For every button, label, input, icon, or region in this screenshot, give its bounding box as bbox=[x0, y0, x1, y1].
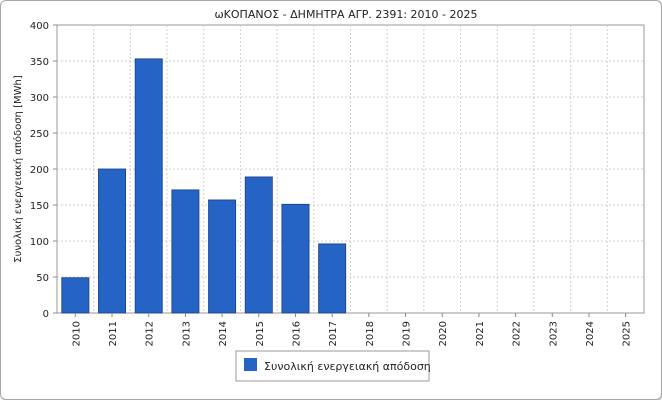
y-tick-label: 200 bbox=[30, 165, 49, 176]
bar-2013 bbox=[171, 189, 200, 314]
y-tick-label: 400 bbox=[30, 21, 49, 32]
bars bbox=[61, 58, 347, 314]
bar-2017 bbox=[318, 243, 347, 314]
x-axis-ticks: 2010 2011 2012 2013 2014 2015 2016 2017 2018 2019… bbox=[71, 313, 633, 346]
y-axis-label: Συνολική ενεργειακή απόδοση [MWh] bbox=[12, 75, 24, 263]
y-tick-label: 300 bbox=[30, 93, 49, 104]
bar-2015 bbox=[244, 176, 273, 314]
x-tick-label: 2025 bbox=[622, 321, 633, 346]
y-tick-label: 250 bbox=[30, 129, 49, 140]
y-tick-label: 50 bbox=[36, 273, 49, 284]
x-tick-label: 2013 bbox=[181, 321, 192, 346]
x-tick-label: 2016 bbox=[291, 321, 302, 346]
y-tick-label: 0 bbox=[43, 309, 49, 320]
legend-swatch bbox=[244, 358, 257, 371]
x-tick-label: 2018 bbox=[365, 321, 376, 346]
bar-2010 bbox=[61, 277, 90, 314]
x-tick-label: 2020 bbox=[438, 321, 449, 346]
chart-title: ωΚΟΠΑΝΟΣ - ΔΗΜΗΤΡΑ ΑΓΡ. 2391: 2010 - 202… bbox=[214, 8, 477, 21]
legend: Συνολική ενεργειακή απόδοση bbox=[235, 350, 431, 382]
bar-2014 bbox=[208, 199, 237, 314]
y-tick-label: 150 bbox=[30, 201, 49, 212]
x-tick-label: 2012 bbox=[145, 321, 156, 346]
bar-2016 bbox=[281, 203, 310, 314]
x-tick-label: 2017 bbox=[328, 321, 339, 346]
bar-2012 bbox=[134, 58, 163, 314]
bar-2011 bbox=[98, 168, 127, 314]
x-tick-label: 2010 bbox=[71, 321, 82, 346]
x-tick-label: 2023 bbox=[548, 321, 559, 346]
x-tick-label: 2019 bbox=[402, 321, 413, 346]
legend-label: Συνολική ενεργειακή απόδοση bbox=[264, 360, 431, 373]
x-tick-label: 2011 bbox=[108, 321, 119, 346]
x-tick-label: 2015 bbox=[255, 321, 266, 346]
y-axis-ticks: 0 50 100 150 200 250 300 350 400 bbox=[30, 21, 57, 320]
x-tick-label: 2021 bbox=[475, 321, 486, 346]
y-tick-label: 100 bbox=[30, 237, 49, 248]
x-tick-label: 2024 bbox=[585, 321, 596, 346]
x-tick-label: 2022 bbox=[512, 321, 523, 346]
x-tick-label: 2014 bbox=[218, 321, 229, 346]
legend-box bbox=[235, 350, 430, 382]
y-tick-label: 350 bbox=[30, 57, 49, 68]
